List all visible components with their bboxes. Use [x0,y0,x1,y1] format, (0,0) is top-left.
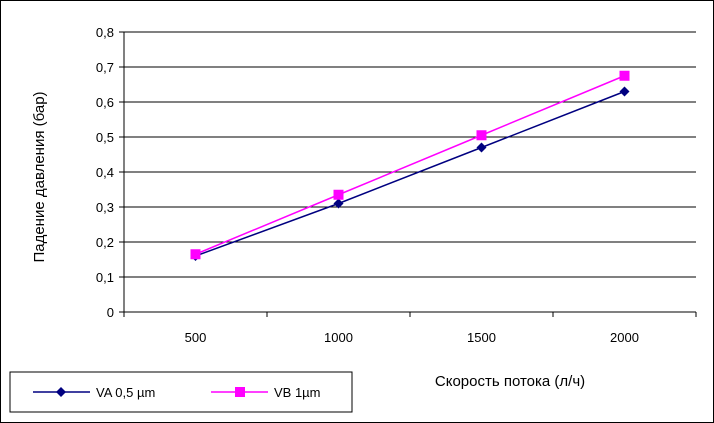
data-point [476,142,487,153]
axes [119,31,697,317]
data-point [476,130,487,141]
y-tick-label: 0 [107,305,114,320]
data-point [619,70,630,81]
y-axis-title: Падение давления (бар) [31,91,48,262]
tick-labels: 0 0,1 0,2 0,3 0,4 0,5 0,6 0,7 0,8 500 1000 1500 2000 [96,25,639,345]
x-tick-label: 500 [185,330,207,345]
y-tick-label: 0,8 [96,25,114,40]
data-point [333,189,344,200]
data-point [333,198,344,209]
y-tick-label: 0,4 [96,165,114,180]
legend: VA 0,5 µm VB 1µm [9,371,353,413]
x-tick-label: 1000 [324,330,353,345]
series [190,70,630,261]
y-tick-label: 0,1 [96,270,114,285]
data-point [190,249,201,260]
y-tick-label: 0,7 [96,60,114,75]
legend-label-vb: VB 1µm [274,385,321,400]
x-tick-label: 1500 [467,330,496,345]
data-point [619,86,630,97]
series-line [195,90,625,257]
x-tick-label: 2000 [610,330,639,345]
gridlines [124,31,696,278]
y-tick-label: 0,5 [96,130,114,145]
y-tick-label: 0,3 [96,200,114,215]
legend-marker-vb [235,387,245,397]
legend-marker-va [56,387,66,397]
series-line [195,75,625,255]
y-tick-label: 0,2 [96,235,114,250]
x-axis-title: Скорость потока (л/ч) [435,373,585,390]
legend-label-va: VA 0,5 µm [96,385,155,400]
y-tick-label: 0,6 [96,95,114,110]
